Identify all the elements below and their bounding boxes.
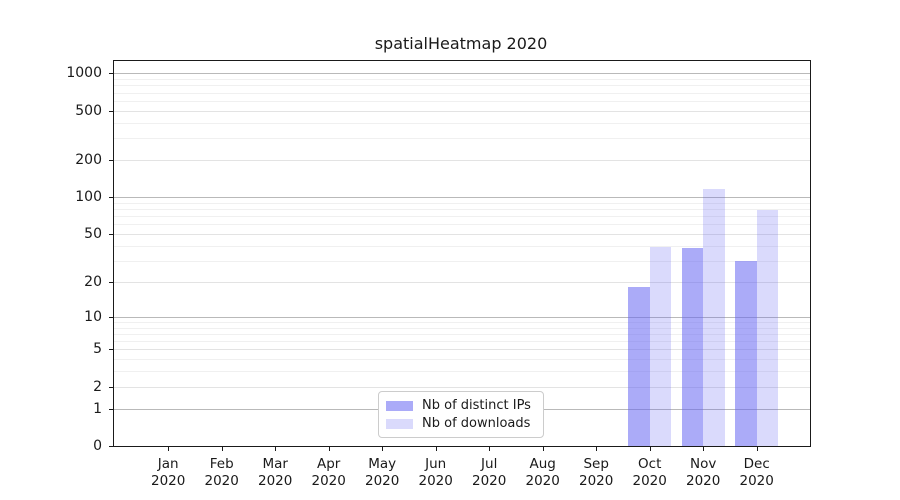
y-axis-tick bbox=[109, 349, 113, 351]
x-tick-label: Jan 2020 bbox=[151, 456, 186, 489]
gridline bbox=[114, 138, 810, 140]
x-tick-label: May 2020 bbox=[365, 456, 400, 489]
gridline bbox=[114, 333, 810, 335]
y-axis-tick bbox=[109, 233, 113, 235]
gridline bbox=[114, 260, 810, 262]
legend-item-distinct-ips: Nb of distinct IPs bbox=[386, 398, 535, 413]
bar-distinct-ips-dec bbox=[735, 260, 757, 446]
y-tick-label: 2 bbox=[93, 378, 102, 395]
x-tick-label: Sep 2020 bbox=[579, 456, 614, 489]
x-axis-tick bbox=[542, 447, 544, 451]
y-tick-label: 1 bbox=[93, 400, 102, 417]
legend-label-distinct-ips: Nb of distinct IPs bbox=[422, 398, 531, 413]
legend-swatch-downloads bbox=[386, 418, 413, 429]
legend-swatch-distinct-ips bbox=[386, 400, 413, 411]
gridline bbox=[114, 321, 810, 323]
gridline bbox=[114, 316, 810, 318]
y-tick-label: 1000 bbox=[66, 65, 102, 82]
x-axis-tick bbox=[221, 447, 223, 451]
x-tick-label: Apr 2020 bbox=[311, 456, 346, 489]
x-axis-tick bbox=[596, 447, 598, 451]
gridline bbox=[114, 216, 810, 218]
gridline bbox=[114, 100, 810, 102]
x-tick-label: Dec 2020 bbox=[739, 456, 774, 489]
gridline bbox=[114, 85, 810, 87]
bar-downloads-dec bbox=[756, 209, 779, 446]
y-tick-label: 20 bbox=[84, 273, 102, 290]
plot-area: 0 1 2 5 10 20 50 100 200 500 1000 Jan 2020 Feb 2020 M… bbox=[66, 60, 811, 489]
gridline bbox=[114, 73, 810, 75]
y-axis-tick bbox=[109, 386, 113, 388]
y-tick-label: 500 bbox=[75, 102, 102, 119]
gridline bbox=[114, 224, 810, 226]
y-axis-tick bbox=[109, 159, 113, 161]
x-tick-label: Oct 2020 bbox=[632, 456, 667, 489]
gridline bbox=[114, 371, 810, 373]
gridline bbox=[114, 281, 810, 283]
x-axis-tick bbox=[756, 447, 758, 451]
chart-title: spatialHeatmap 2020 bbox=[374, 34, 548, 53]
gridline bbox=[114, 202, 810, 204]
bar-downloads-oct bbox=[649, 247, 672, 446]
gridline bbox=[114, 197, 810, 199]
x-tick-label: Aug 2020 bbox=[525, 456, 560, 489]
y-axis-tick bbox=[109, 408, 113, 410]
y-tick-label: 10 bbox=[84, 308, 102, 325]
bar-distinct-ips-oct bbox=[628, 287, 650, 446]
gridline bbox=[114, 349, 810, 351]
x-tick-label: Jul 2020 bbox=[472, 456, 507, 489]
x-axis-tick bbox=[382, 447, 384, 451]
x-tick-label: Jun 2020 bbox=[418, 456, 453, 489]
legend: Nb of distinct IPs Nb of downloads bbox=[378, 391, 544, 438]
gridline bbox=[114, 359, 810, 361]
y-tick-label: 200 bbox=[75, 151, 102, 168]
gridline bbox=[114, 341, 810, 342]
y-axis-tick bbox=[109, 197, 113, 199]
x-axis-tick bbox=[328, 447, 330, 451]
x-tick-label: Feb 2020 bbox=[204, 456, 239, 489]
gridline bbox=[114, 245, 810, 247]
bar-distinct-ips-nov bbox=[681, 248, 704, 446]
x-axis-tick bbox=[703, 447, 705, 451]
gridline bbox=[114, 233, 810, 235]
gridline bbox=[114, 79, 810, 80]
y-axis-tick bbox=[109, 73, 113, 75]
gridline bbox=[114, 209, 810, 210]
gridline bbox=[114, 386, 810, 388]
legend-item-downloads: Nb of downloads bbox=[386, 416, 535, 431]
x-tick-label: Mar 2020 bbox=[258, 456, 293, 489]
gridline bbox=[114, 92, 810, 94]
gridline bbox=[114, 122, 810, 124]
x-axis-tick bbox=[649, 447, 651, 451]
x-axis-tick bbox=[435, 447, 437, 451]
y-tick-label: 50 bbox=[84, 225, 102, 242]
y-tick-label: 0 bbox=[93, 438, 102, 454]
gridline bbox=[114, 110, 810, 112]
x-axis-tick bbox=[489, 447, 491, 451]
y-tick-label: 5 bbox=[93, 341, 102, 358]
y-axis-tick bbox=[109, 110, 113, 112]
bar-downloads-nov bbox=[703, 189, 725, 446]
legend-label-downloads: Nb of downloads bbox=[422, 416, 531, 431]
gridline bbox=[114, 159, 810, 161]
y-axis-tick bbox=[109, 281, 113, 283]
y-axis-tick bbox=[109, 316, 113, 318]
y-axis-tick bbox=[109, 446, 113, 447]
y-tick-label: 100 bbox=[75, 189, 102, 206]
x-axis-tick bbox=[168, 447, 170, 451]
x-tick-label: Nov 2020 bbox=[686, 456, 721, 489]
x-axis-tick bbox=[275, 447, 277, 451]
gridline bbox=[114, 327, 810, 329]
